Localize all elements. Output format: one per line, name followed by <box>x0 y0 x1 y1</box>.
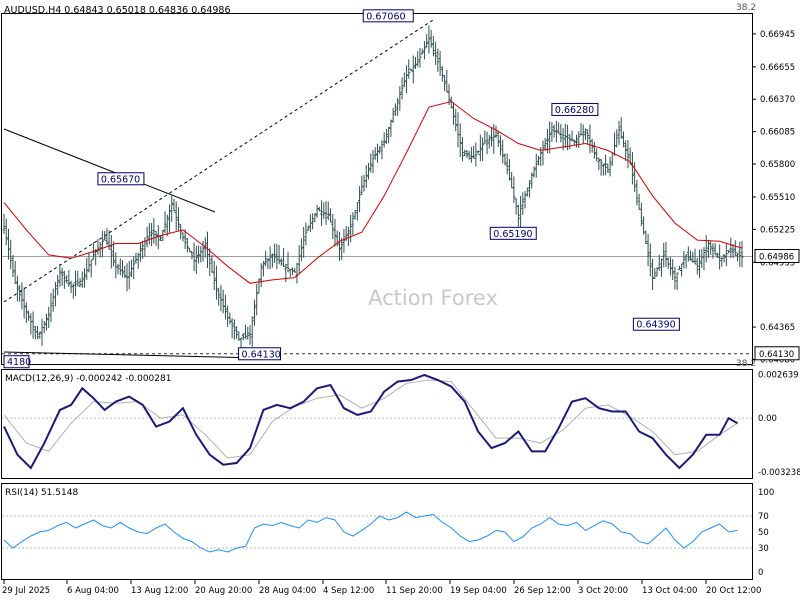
fib-top-label: 38.2 <box>736 3 756 13</box>
annotation-layer: 0.67060 0.65670 0.66280 0.65190 0.64390 0.641… <box>3 9 680 369</box>
price-level-tag-label: 0.65670 <box>101 174 140 185</box>
time-tick-label: 26 Sep 12:00 <box>514 586 571 596</box>
uptrend-dashed-line <box>3 19 434 303</box>
time-tick-label: 20 Oct 12:00 <box>706 586 761 596</box>
time-tick-label: 11 Sep 20:00 <box>386 586 443 596</box>
price-panel-frame <box>1 13 753 365</box>
price-level-tag <box>362 9 414 23</box>
drawing-layer <box>3 19 434 359</box>
price-level-tag-label: 0.67060 <box>366 11 405 22</box>
support-price-box <box>754 346 800 361</box>
macd-tick-label: 0.002639 <box>758 370 799 380</box>
rsi-line <box>3 511 738 553</box>
price-level-tag <box>489 226 537 240</box>
rsi-tick-label: 100 <box>758 488 774 498</box>
watermark: Action Forex <box>368 286 498 310</box>
time-tick-label: 13 Aug 12:00 <box>131 586 188 596</box>
time-tick-label: 4 Sep 12:00 <box>323 586 374 596</box>
time-tick-label: 19 Sep 04:00 <box>450 586 507 596</box>
price-tick-label: 0.64935 <box>760 258 795 268</box>
macd-signal-line <box>3 379 738 459</box>
moving-average-line <box>3 100 743 284</box>
time-tick-label: 28 Aug 04:00 <box>259 586 316 596</box>
price-level-tag <box>97 172 145 186</box>
time-tick-label: 6 Aug 04:00 <box>67 586 119 596</box>
current-price-label: 0.64986 <box>759 253 794 263</box>
price-tick-label: 0.65225 <box>760 225 795 235</box>
support-price-label: 0.64130 <box>759 350 794 360</box>
time-tick-label: 3 Oct 20:00 <box>578 586 628 596</box>
price-level-tag <box>632 317 680 331</box>
time-tick-label: 20 Aug 20:00 <box>195 586 252 596</box>
grid-layer <box>2 256 752 549</box>
rsi-panel-frame <box>1 483 753 580</box>
macd-panel-frame <box>1 369 753 479</box>
price-level-tag-label: 0.64390 <box>636 320 675 331</box>
current-price-box <box>754 249 800 263</box>
macd-tick-label: -0.003238 <box>758 468 800 478</box>
price-tick-label: 0.64080 <box>760 355 795 365</box>
price-level-tag <box>3 355 30 369</box>
price-level-tag <box>238 347 282 361</box>
series-layer <box>2 25 744 553</box>
price-level-tag-label: 0.65190 <box>493 229 532 240</box>
price-tick-label: 0.66945 <box>760 30 795 40</box>
rsi-tick-label: 70 <box>758 512 769 522</box>
price-tick-label: 0.66085 <box>760 128 795 138</box>
rsi-tick-label: 30 <box>758 544 769 554</box>
rsi-title: RSI(14) 51.5148 <box>5 488 78 498</box>
price-level-tag-label: 0.64130 <box>242 349 281 360</box>
macd-title: MACD(12,26,9) -0.000242 -0.000281 <box>5 374 171 384</box>
rsi-tick-label: 50 <box>758 528 769 538</box>
fib-bottom-label: 38.2 <box>736 359 756 369</box>
price-level-tag <box>551 102 599 116</box>
price-level-tag-label: 0.66280 <box>555 105 594 116</box>
axis-layer: 0.66945 0.66655 0.66370 0.66085 0.65800 0.655… <box>2 30 800 596</box>
price-tick-label: 0.65510 <box>760 193 795 203</box>
macd-line <box>3 373 738 470</box>
symbol-header: AUDUSD,H4 0.64843 0.65018 0.64836 0.6498… <box>4 5 231 16</box>
price-tick-label: 0.65800 <box>760 160 795 170</box>
price-level-tag-label: 4180 <box>7 357 31 368</box>
rsi-tick-label: 0 <box>758 568 763 578</box>
downtrend-line <box>3 128 216 213</box>
price-tick-label: 0.66655 <box>760 63 795 73</box>
macd-tick-label: 0.00 <box>758 414 777 424</box>
price-tick-label: 0.66370 <box>760 95 795 105</box>
time-tick-label: 13 Oct 04:00 <box>642 586 697 596</box>
time-tick-label: 29 Jul 2025 <box>2 586 50 596</box>
price-tick-label: 0.64365 <box>760 323 795 333</box>
lower-channel-line <box>3 351 263 359</box>
